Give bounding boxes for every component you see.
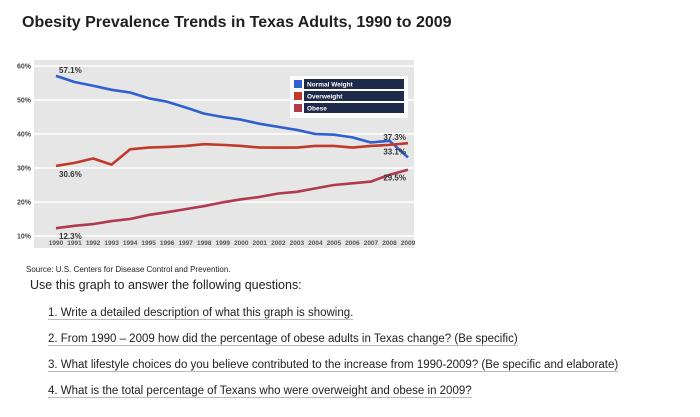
question-item: 3. What lifestyle choices do you believe…: [48, 357, 619, 383]
line-chart: 10%20%30%40%50%60% 1990 1991 1992 1993 1994 1…: [17, 60, 416, 248]
x-tick-label: 1996: [160, 240, 175, 247]
x-tick-label: 2008: [382, 240, 397, 247]
legend-label-bg: [304, 103, 404, 113]
data-labels: 57.1% 30.6% 12.3% 37.3% 33.1% 29.5%: [59, 66, 406, 241]
series-line: [55, 74, 409, 159]
source-note: Source: U.S. Centers for Disease Control…: [26, 265, 231, 274]
data-label: 33.1%: [383, 147, 406, 156]
question-item: 1. Write a detailed description of what …: [48, 305, 618, 331]
x-tick-label: 2004: [308, 240, 323, 247]
legend-swatch: [294, 104, 302, 112]
y-tick-label: 50%: [17, 98, 32, 105]
question-text: 4. What is the total percentage of Texan…: [48, 385, 472, 398]
series-line: [55, 168, 409, 230]
instructions: Use this graph to answer the following q…: [30, 278, 302, 292]
x-tick-label: 2001: [253, 240, 268, 247]
y-axis-ticks: 10% 20% 30% 40% 50% 60%: [17, 64, 32, 241]
y-tick-label: 30%: [17, 166, 32, 173]
x-tick-label: 2000: [234, 240, 249, 247]
x-tick-label: 1995: [141, 240, 156, 247]
question-text: 3. What lifestyle choices do you believe…: [48, 359, 619, 372]
legend: Normal Weight Overweight Obese: [290, 76, 408, 118]
data-label: 12.3%: [59, 232, 82, 241]
x-axis-ticks: 1990 1991 1992 1993 1994 1995 1996 1997 1998 1999…: [49, 240, 416, 247]
series-line: [55, 141, 409, 168]
y-tick-label: 60%: [17, 64, 32, 71]
x-tick-label: 1997: [178, 240, 193, 247]
x-tick-label: 2007: [364, 240, 379, 247]
x-tick-label: 2002: [271, 240, 286, 247]
legend-label: Overweight: [307, 94, 343, 101]
legend-label-bg: [304, 79, 404, 89]
x-tick-label: 2005: [327, 240, 342, 247]
chart-title: Obesity Prevalence Trends in Texas Adult…: [22, 14, 452, 31]
legend-label: Normal Weight: [307, 82, 354, 89]
data-label: 29.5%: [383, 174, 406, 183]
data-label: 57.1%: [59, 66, 82, 75]
series-lines: [55, 74, 409, 230]
y-tick-label: 10%: [17, 234, 32, 241]
question-list: 1. Write a detailed description of what …: [48, 305, 619, 409]
x-tick-label: 2009: [401, 240, 416, 247]
data-label: 30.6%: [59, 170, 82, 179]
y-tick-label: 40%: [17, 132, 32, 139]
x-tick-label: 1994: [123, 240, 138, 247]
x-tick-label: 2006: [345, 240, 360, 247]
question-item: 4. What is the total percentage of Texan…: [48, 383, 618, 409]
legend-label-bg: [304, 91, 404, 101]
x-tick-label: 1998: [197, 240, 212, 247]
x-tick-label: 1990: [49, 240, 64, 247]
legend-swatch: [294, 80, 302, 88]
question-text: 1. Write a detailed description of what …: [48, 307, 354, 320]
question-item: 2. From 1990 – 2009 how did the percenta…: [48, 331, 618, 357]
question-text: 2. From 1990 – 2009 how did the percenta…: [48, 333, 518, 346]
data-label: 37.3%: [383, 133, 406, 142]
legend-label: Obese: [307, 106, 327, 113]
x-tick-label: 1993: [104, 240, 119, 247]
y-tick-label: 20%: [17, 200, 32, 207]
legend-swatch: [294, 92, 302, 100]
x-tick-label: 1991: [67, 240, 82, 247]
x-tick-label: 1999: [216, 240, 231, 247]
x-tick-label: 2003: [290, 240, 305, 247]
x-tick-label: 1992: [86, 240, 101, 247]
